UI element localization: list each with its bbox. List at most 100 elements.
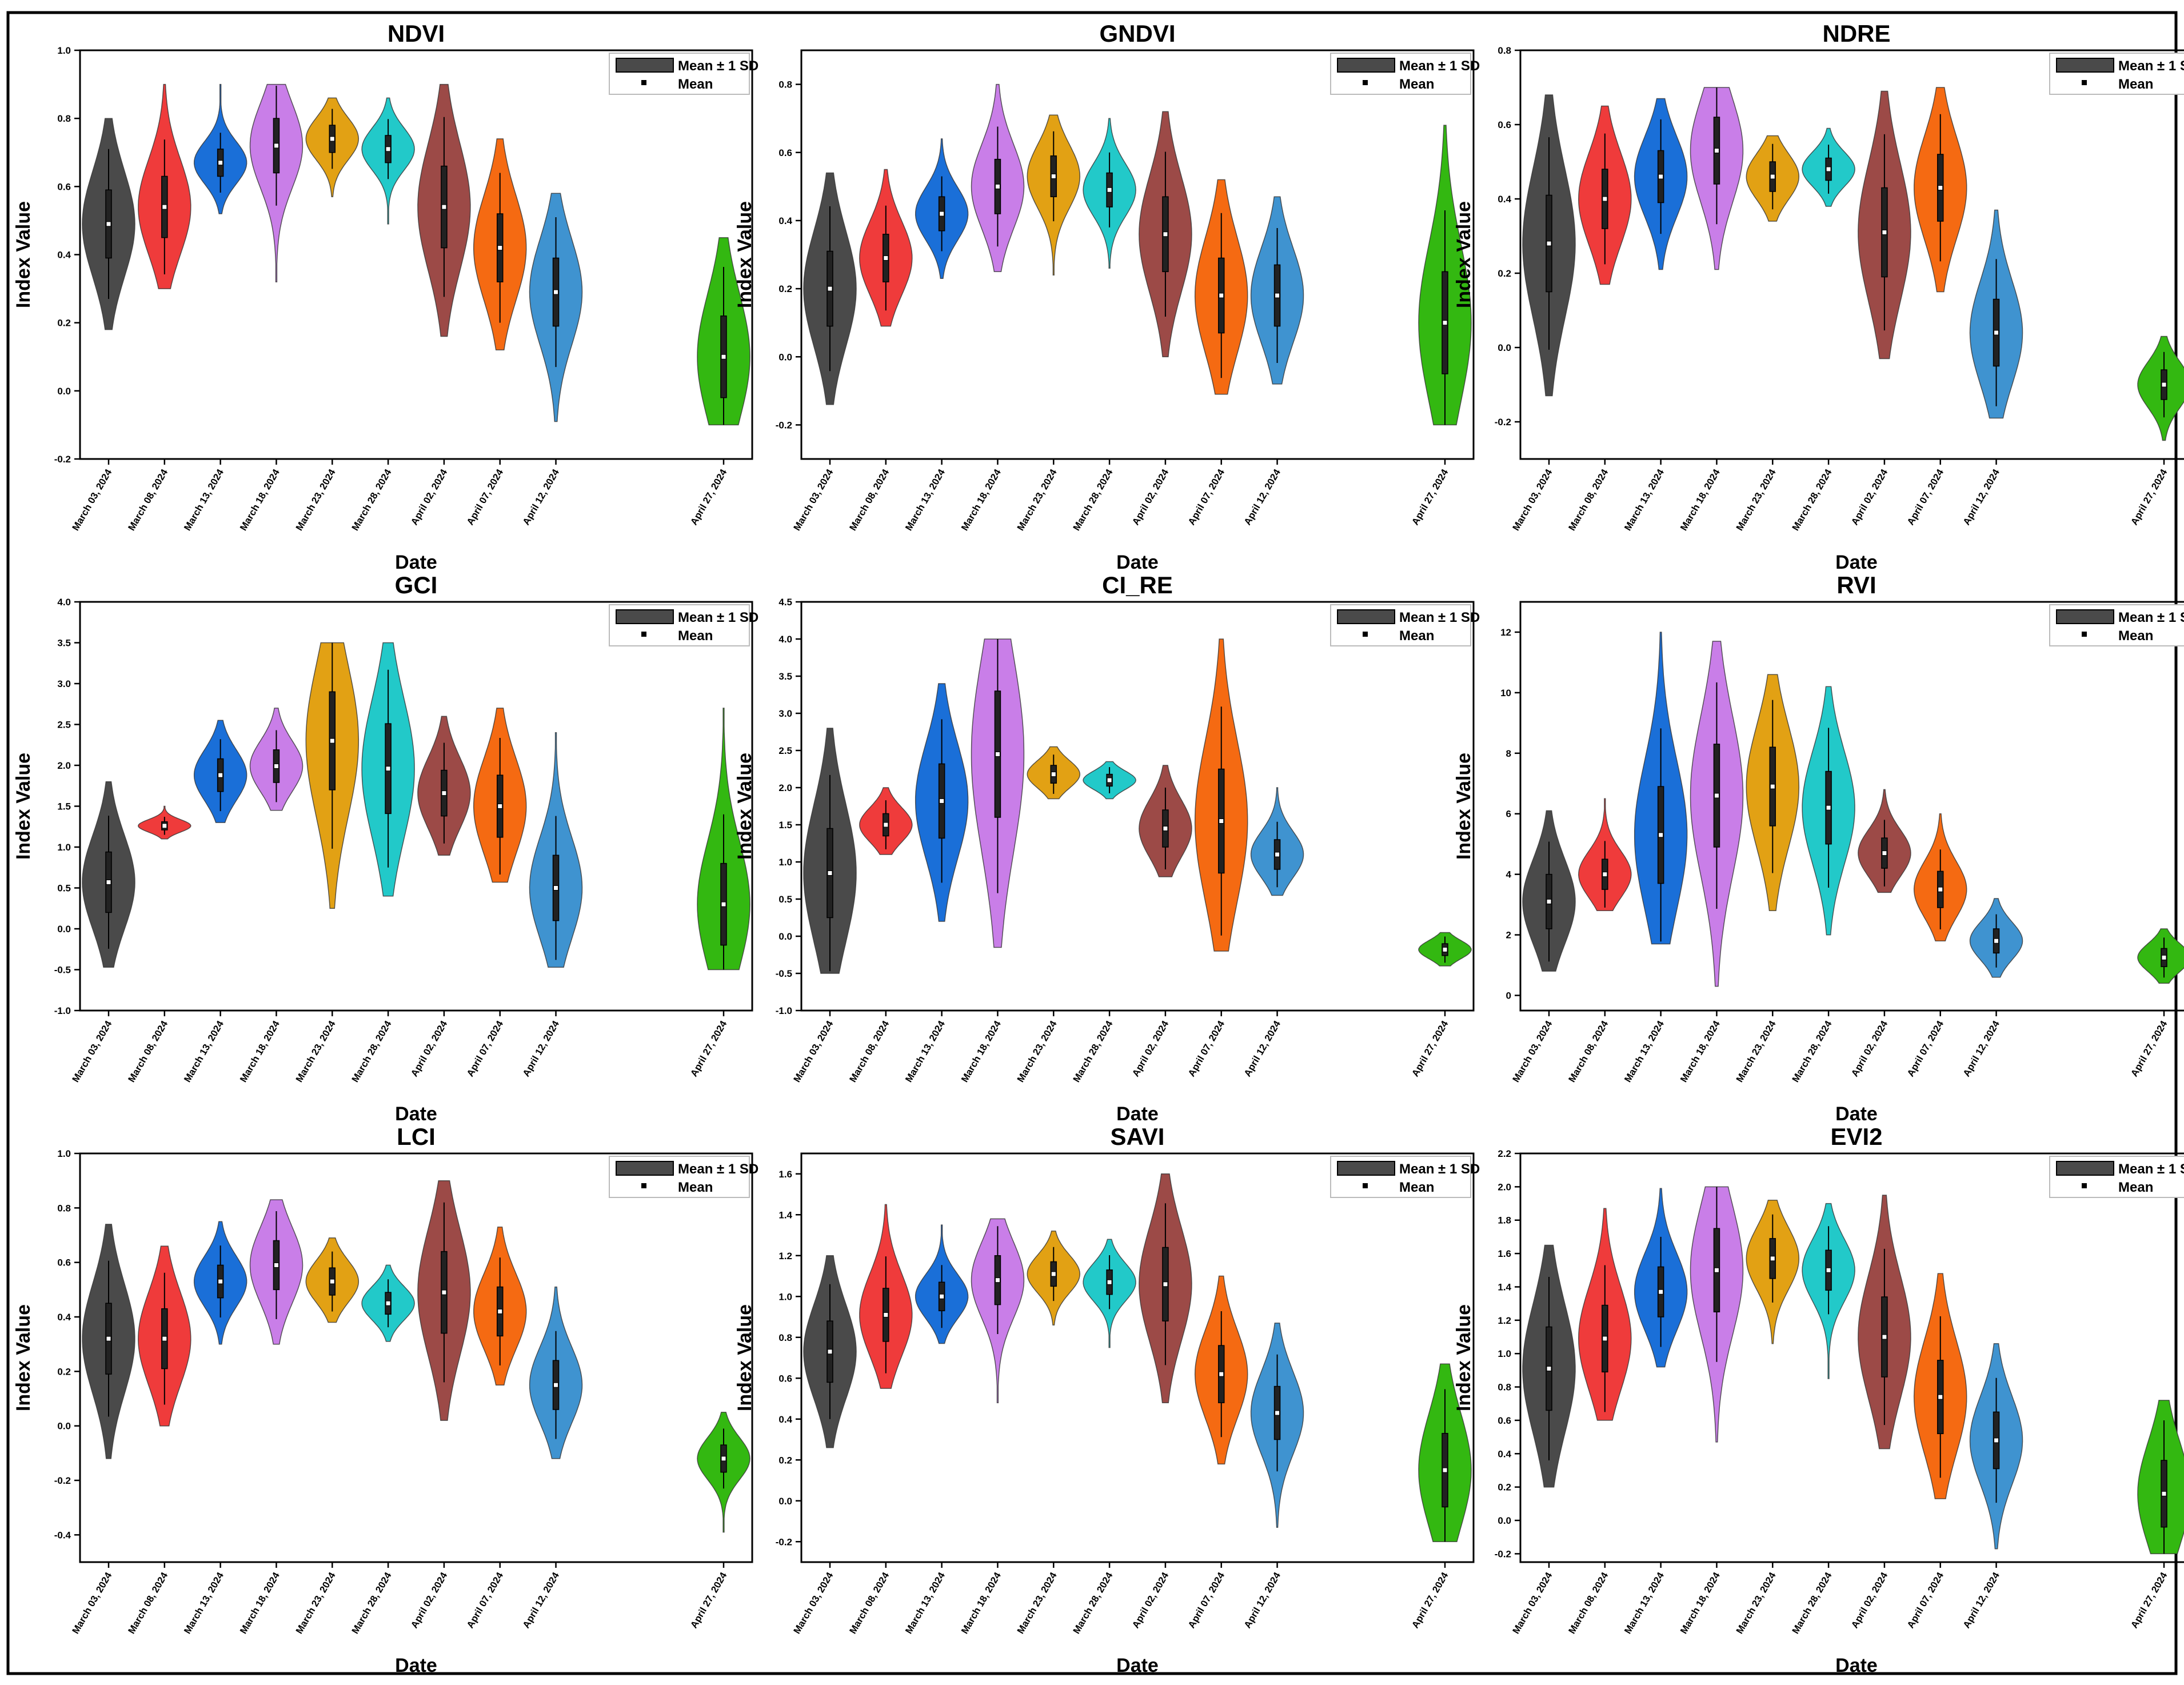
y-tick-label: 1.0 xyxy=(57,842,71,853)
mean-marker xyxy=(497,804,503,809)
mean-marker xyxy=(721,901,726,907)
mean-marker xyxy=(1994,938,1999,944)
y-tick-label: 2.0 xyxy=(57,760,71,771)
mean-marker xyxy=(497,1308,503,1314)
legend-sd-swatch xyxy=(1337,58,1395,73)
mean-marker xyxy=(553,885,559,891)
legend-sd-label: Mean ± 1 SD xyxy=(2118,610,2184,625)
y-tick-label: -0.2 xyxy=(1495,1548,1511,1559)
legend-mean-swatch xyxy=(1363,80,1368,85)
legend-mean-swatch xyxy=(1363,632,1368,637)
y-tick-label: 0.2 xyxy=(778,284,792,294)
mean-marker xyxy=(1714,148,1719,153)
mean-marker xyxy=(1163,826,1168,831)
mean-marker xyxy=(1163,231,1168,237)
mean-marker xyxy=(1658,174,1664,179)
mean-marker xyxy=(1994,1438,1999,1443)
mean-marker xyxy=(1546,1365,1552,1371)
mean-marker xyxy=(1602,196,1608,202)
y-tick-label: -0.5 xyxy=(776,968,792,979)
y-tick-label: 0.0 xyxy=(778,931,792,942)
y-axis-label: Index Value xyxy=(734,753,756,860)
mean-marker xyxy=(385,766,391,772)
y-axis-label: Index Value xyxy=(13,201,34,308)
chart-title: RVI xyxy=(1836,572,1876,598)
mean-marker xyxy=(1602,1336,1608,1341)
y-tick-label: 0.6 xyxy=(57,181,71,192)
mean-marker xyxy=(1938,185,1943,190)
y-tick-label: 0.8 xyxy=(1498,1382,1511,1393)
mean-marker xyxy=(162,823,167,829)
mean-marker xyxy=(995,752,1000,757)
mean-marker xyxy=(1051,772,1056,777)
x-axis-label: Date xyxy=(1835,1655,1878,1676)
y-tick-label: 0.0 xyxy=(57,924,71,935)
y-tick-label: 2 xyxy=(1506,930,1511,941)
y-axis-label: Index Value xyxy=(734,201,756,308)
legend-mean-swatch xyxy=(641,632,646,637)
y-tick-label: 3.0 xyxy=(778,708,792,719)
chart-title: CI_RE xyxy=(1102,572,1173,598)
y-tick-label: 1.2 xyxy=(778,1251,792,1261)
mean-marker xyxy=(1770,784,1775,789)
mean-marker xyxy=(1275,1410,1280,1416)
legend-sd-label: Mean ± 1 SD xyxy=(1399,1161,1480,1177)
mean-marker xyxy=(273,763,279,769)
mean-marker xyxy=(329,1279,335,1284)
plot-area xyxy=(1519,1152,2184,1563)
y-tick-label: 3.5 xyxy=(57,638,71,649)
y-tick-label: 0.6 xyxy=(778,147,792,158)
y-tick-label: -0.2 xyxy=(54,454,71,465)
legend-mean-label: Mean xyxy=(678,77,713,92)
x-axis-label: Date xyxy=(395,552,437,573)
legend-sd-swatch xyxy=(2056,609,2114,624)
y-tick-label: 0.8 xyxy=(1498,45,1511,56)
mean-marker xyxy=(329,738,335,744)
mean-marker xyxy=(1826,166,1831,172)
y-tick-label: 0.0 xyxy=(1498,342,1511,353)
y-tick-label: 0.0 xyxy=(57,386,71,397)
plot-area xyxy=(800,49,1475,460)
legend-mean-label: Mean xyxy=(2118,77,2153,92)
y-tick-label: -0.2 xyxy=(54,1475,71,1486)
y-tick-label: 2.0 xyxy=(1498,1181,1511,1192)
y-tick-label: 1.4 xyxy=(778,1209,792,1220)
y-tick-label: -0.4 xyxy=(54,1530,71,1540)
mean-marker xyxy=(827,1349,833,1355)
mean-marker xyxy=(1826,1267,1831,1273)
plot-area xyxy=(800,1152,1475,1563)
y-tick-label: 0.0 xyxy=(778,1496,792,1507)
mean-marker xyxy=(106,221,111,227)
y-tick-label: 0 xyxy=(1506,991,1511,1001)
mean-marker xyxy=(106,879,111,885)
y-tick-label: 0.5 xyxy=(778,894,792,905)
legend-mean-label: Mean xyxy=(678,1180,713,1195)
y-tick-label: 0.8 xyxy=(57,113,71,124)
y-tick-label: 0.5 xyxy=(57,883,71,894)
legend-sd-label: Mean ± 1 SD xyxy=(678,1161,758,1177)
y-tick-label: 2.5 xyxy=(57,720,71,730)
mean-marker xyxy=(1938,887,1943,892)
y-tick-label: 0.2 xyxy=(1498,1482,1511,1493)
legend-sd-label: Mean ± 1 SD xyxy=(678,58,758,74)
mean-marker xyxy=(1602,872,1608,877)
y-tick-label: 2.0 xyxy=(778,782,792,793)
chart-title: GCI xyxy=(395,572,438,598)
mean-marker xyxy=(553,289,559,295)
y-axis-label: Index Value xyxy=(13,1304,34,1411)
legend-mean-label: Mean xyxy=(1399,1180,1434,1195)
x-axis-label: Date xyxy=(395,1103,437,1125)
legend-mean-label: Mean xyxy=(2118,628,2153,644)
mean-marker xyxy=(2161,382,2167,388)
mean-marker xyxy=(1163,1281,1168,1287)
mean-marker xyxy=(827,871,833,876)
y-tick-label: 0.2 xyxy=(57,1366,71,1377)
mean-marker xyxy=(1546,241,1552,246)
y-tick-label: 1.6 xyxy=(1498,1248,1511,1259)
mean-marker xyxy=(385,146,391,152)
mean-marker xyxy=(218,160,223,166)
y-tick-label: 0.2 xyxy=(1498,268,1511,279)
mean-marker xyxy=(1107,777,1112,783)
y-axis-label: Index Value xyxy=(734,1304,756,1411)
